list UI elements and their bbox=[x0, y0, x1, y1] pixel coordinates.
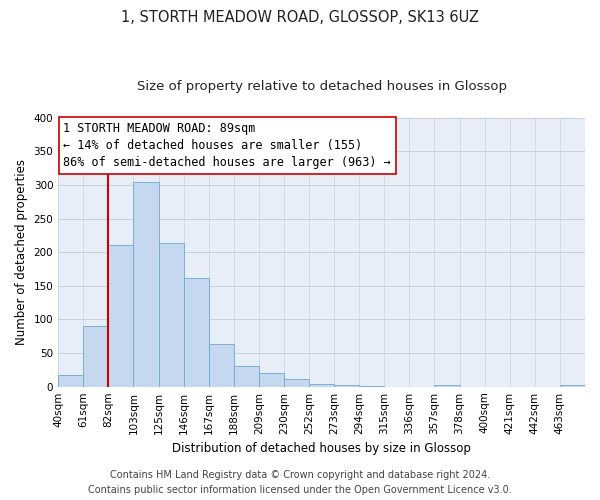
Bar bbox=[284, 380, 309, 386]
Bar bbox=[309, 384, 334, 386]
Bar bbox=[184, 278, 209, 386]
Bar bbox=[234, 366, 259, 386]
Bar bbox=[209, 344, 234, 386]
Bar bbox=[58, 376, 83, 386]
Bar bbox=[133, 182, 158, 386]
Text: 1 STORTH MEADOW ROAD: 89sqm
← 14% of detached houses are smaller (155)
86% of se: 1 STORTH MEADOW ROAD: 89sqm ← 14% of det… bbox=[64, 122, 391, 169]
Bar bbox=[259, 373, 284, 386]
Text: Contains HM Land Registry data © Crown copyright and database right 2024.
Contai: Contains HM Land Registry data © Crown c… bbox=[88, 470, 512, 495]
Bar bbox=[158, 244, 184, 386]
Bar bbox=[109, 245, 133, 386]
Text: 1, STORTH MEADOW ROAD, GLOSSOP, SK13 6UZ: 1, STORTH MEADOW ROAD, GLOSSOP, SK13 6UZ bbox=[121, 10, 479, 25]
X-axis label: Distribution of detached houses by size in Glossop: Distribution of detached houses by size … bbox=[172, 442, 471, 455]
Title: Size of property relative to detached houses in Glossop: Size of property relative to detached ho… bbox=[137, 80, 506, 93]
Y-axis label: Number of detached properties: Number of detached properties bbox=[15, 159, 28, 345]
Bar bbox=[83, 326, 109, 386]
